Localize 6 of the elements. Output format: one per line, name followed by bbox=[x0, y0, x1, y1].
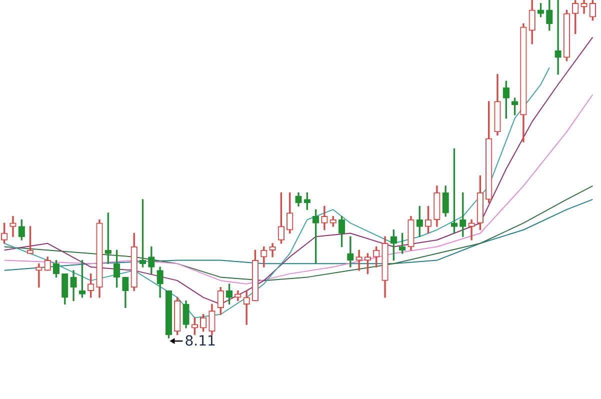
candlestick bbox=[468, 219, 475, 240]
candlestick bbox=[36, 263, 42, 288]
candlestick bbox=[554, 0, 562, 75]
annotation: 8.11 bbox=[184, 334, 216, 350]
candlestick bbox=[356, 250, 362, 271]
candlestick bbox=[10, 216, 16, 237]
